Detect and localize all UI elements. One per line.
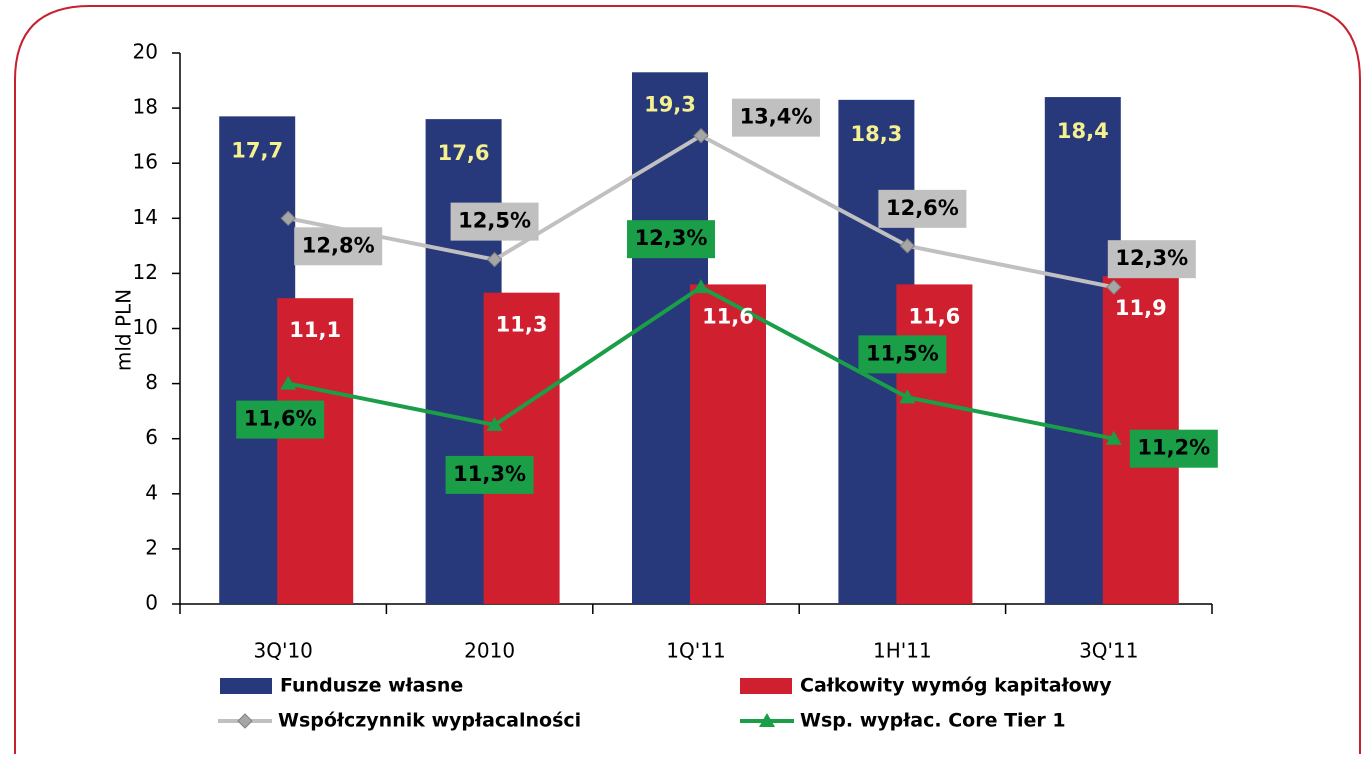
y-axis-label: mld PLN — [112, 289, 136, 371]
x-tick-label: 3Q'11 — [1079, 639, 1138, 663]
value-label: 18,4 — [1057, 119, 1109, 143]
value-label-box — [1129, 429, 1218, 468]
value-label: 17,7 — [231, 138, 283, 162]
legend-marker — [237, 713, 253, 729]
legend-label: Współczynnik wypłacalności — [278, 710, 581, 732]
point — [486, 416, 503, 431]
x-tick-label: 1H'11 — [873, 639, 932, 663]
point — [693, 127, 709, 144]
value-label: 18,3 — [850, 122, 902, 146]
bar — [896, 284, 973, 604]
legend-label: Fundusze własne — [280, 675, 463, 697]
value-label: 11,6 — [908, 304, 960, 328]
value-label: 13,4% — [740, 105, 813, 129]
y-tick-label: 10 — [133, 315, 158, 339]
value-label-box — [1107, 240, 1196, 279]
point — [899, 238, 916, 254]
value-label: 11,2% — [1137, 436, 1210, 460]
value-label-box — [858, 335, 947, 374]
value-label-box — [450, 202, 539, 241]
value-label: 11,6% — [244, 407, 317, 431]
value-label: 12,5% — [458, 209, 531, 233]
point — [486, 251, 503, 268]
bar — [277, 298, 354, 604]
point — [1106, 279, 1122, 295]
legend-swatch — [220, 678, 272, 694]
value-label-box — [294, 227, 383, 266]
y-tick-label: 16 — [133, 150, 158, 174]
value-label: 11,1 — [289, 318, 341, 342]
value-label: 12,8% — [302, 233, 375, 257]
bar — [690, 284, 766, 604]
value-label: 12,6% — [886, 196, 959, 220]
y-tick-label: 6 — [145, 425, 158, 449]
value-label-box — [732, 98, 820, 137]
y-tick-label: 4 — [145, 480, 158, 504]
value-label-box — [627, 220, 715, 259]
value-label: 12,3% — [1115, 246, 1188, 270]
value-label: 11,3% — [453, 462, 526, 486]
legend-swatch — [740, 678, 792, 694]
legend-label: Wsp. wypłac. Core Tier 1 — [800, 710, 1066, 732]
y-tick-label: 2 — [145, 535, 158, 559]
value-label: 17,6 — [438, 141, 490, 165]
y-tick-label: 0 — [145, 591, 158, 615]
value-label-box — [445, 455, 534, 494]
point — [280, 210, 296, 227]
value-label: 11,9 — [1115, 296, 1167, 320]
x-tick-label: 2010 — [464, 639, 515, 663]
value-label: 12,3% — [635, 226, 708, 250]
y-tick-label: 12 — [133, 260, 158, 284]
x-tick-label: 1Q'11 — [666, 639, 725, 663]
value-label: 11,3 — [496, 313, 548, 337]
value-label: 11,6 — [702, 304, 754, 328]
point — [280, 375, 297, 390]
legend-label: Całkowity wymóg kapitałowy — [800, 675, 1112, 697]
value-label: 11,5% — [866, 341, 939, 365]
y-tick-label: 18 — [133, 95, 158, 119]
value-label-box — [878, 189, 967, 228]
y-tick-label: 20 — [133, 40, 158, 64]
bar — [483, 292, 560, 604]
point — [899, 389, 916, 404]
x-tick-label: 3Q'10 — [253, 639, 312, 663]
legend-marker — [759, 713, 775, 727]
point — [1105, 430, 1122, 445]
point — [693, 279, 709, 294]
y-tick-label: 14 — [133, 205, 158, 229]
value-label-box — [236, 400, 325, 439]
value-label: 19,3 — [644, 92, 696, 116]
y-tick-label: 8 — [145, 370, 158, 394]
frame — [14, 5, 1361, 754]
